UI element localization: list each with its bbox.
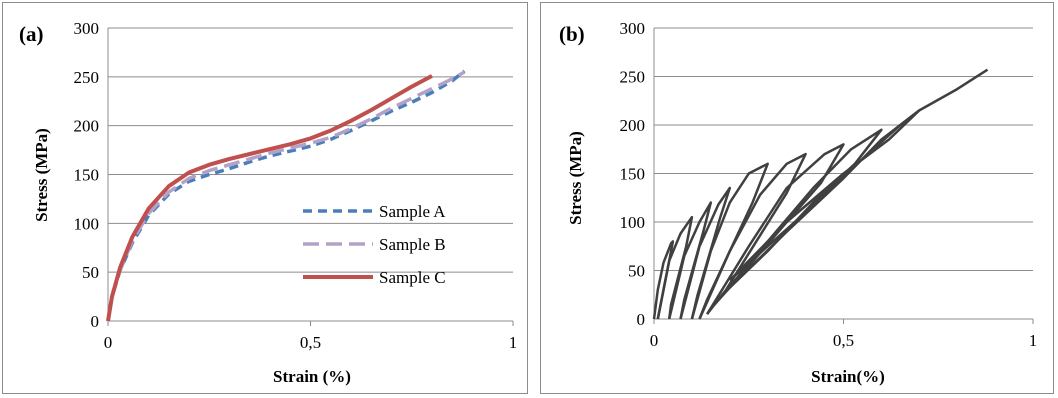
chart-a-y-tick-label: 300 [74, 19, 100, 38]
chart-b-y-tick-label: 0 [637, 310, 646, 329]
chart-b-y-axis-title: Stress (MPa) [566, 131, 585, 225]
chart-b-y-tick-label: 100 [620, 213, 646, 232]
chart-b-y-tick-label: 250 [620, 68, 646, 87]
chart-b-x-tick-label: 0,5 [833, 331, 854, 350]
chart-b-x-axis-title: Strain(%) [811, 367, 885, 386]
chart-b-y-tick-label: 200 [620, 116, 646, 135]
chart-a-x-tick-label: 0 [104, 333, 113, 352]
chart-a-y-tick-label: 250 [74, 68, 100, 87]
chart-b-x-tick-label: 1 [1029, 331, 1038, 350]
chart-b-svg: 0 50 100 150 200 250 300 0 0,5 1 (b) Strain(%) Stres… [559, 19, 1038, 386]
chart-a-y-tick-label: 50 [82, 263, 99, 282]
chart-panel-b: 0 50 100 150 200 250 300 0 0,5 1 (b) Strain(%) Stres… [540, 2, 1054, 394]
chart-b-y-tick-label: 300 [620, 19, 646, 38]
chart-b-series-cycle-10 [728, 68, 989, 282]
chart-a-y-axis-title: Stress (MPa) [32, 128, 51, 222]
chart-a-x-axis-title: Strain (%) [273, 367, 351, 386]
chart-a-y-tick-label: 0 [91, 312, 100, 331]
chart-a-panel-label: (a) [19, 22, 44, 46]
chart-b-series-cycle-4 [679, 186, 732, 320]
chart-b-y-tick-label: 150 [620, 165, 646, 184]
chart-a-x-tick-label: 1 [509, 333, 518, 352]
chart-b-panel-label: (b) [559, 22, 585, 46]
chart-a-y-tick-label: 150 [74, 166, 100, 185]
chart-a-x-tick-label: 0,5 [300, 333, 321, 352]
legend-label: Sample C [379, 268, 446, 287]
chart-panel-a: 0 50 100 150 200 250 300 0 0,5 1 Sample A Sample B S… [2, 2, 528, 394]
chart-a-y-tick-label: 200 [74, 117, 100, 136]
chart-b-x-tick-label: 0 [650, 331, 659, 350]
chart-a-svg: 0 50 100 150 200 250 300 0 0,5 1 Sample A Sample B S… [19, 19, 518, 386]
chart-a-series-sample-c [106, 74, 433, 322]
chart-a-y-tick-label: 100 [74, 214, 100, 233]
chart-b-y-tick-label: 50 [628, 262, 645, 281]
legend-label: Sample A [379, 202, 446, 221]
legend-label: Sample B [379, 235, 446, 254]
chart-a-series-sample-b [106, 70, 466, 322]
chart-b-series-cycle-2 [656, 215, 694, 320]
